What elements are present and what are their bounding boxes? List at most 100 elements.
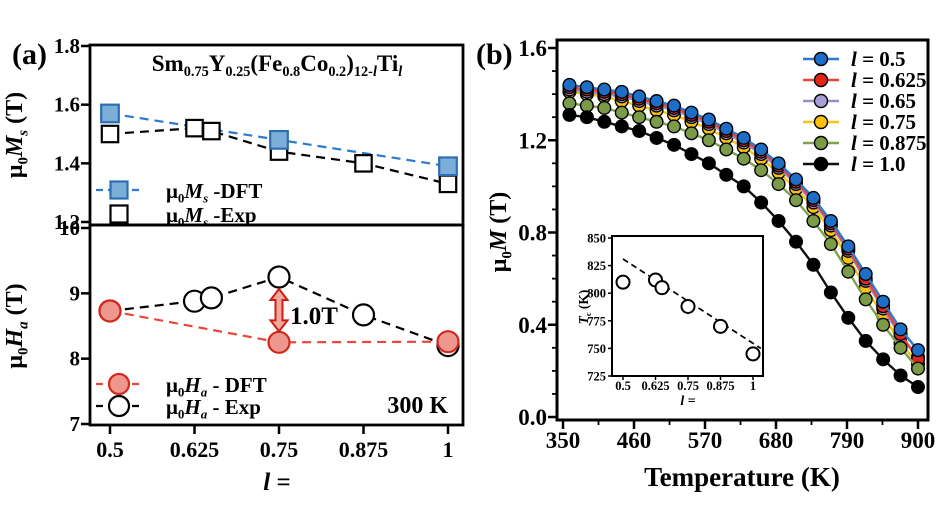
b-legend-item: l = 0.875 — [803, 131, 927, 155]
panel-b-x-axis-label: Temperature (K) — [644, 462, 840, 492]
x-tick-label: 680 — [759, 428, 794, 453]
b-legend-item: l = 0.75 — [803, 110, 916, 134]
inset-marker — [745, 346, 761, 362]
legend-marker — [813, 51, 829, 67]
b_main-marker — [597, 100, 612, 115]
gap-arrow — [268, 287, 290, 333]
b_main-marker — [736, 179, 751, 194]
b_main-marker — [841, 239, 856, 254]
y-tick-label: 1.2 — [518, 128, 547, 153]
b_main-marker — [771, 156, 786, 171]
panel-a-temperature-note: 300 K — [387, 393, 448, 419]
a-top-legend-item: μ0Ms -DFT — [96, 179, 262, 206]
b_main-marker — [667, 119, 682, 134]
b_main-marker — [893, 368, 908, 383]
y-tick-label: 9 — [70, 281, 81, 305]
legend-marker — [813, 114, 829, 130]
a-top-legend-item: μ0Ms -Exp — [109, 203, 257, 230]
b_main-marker — [579, 98, 594, 113]
a-top-marker — [185, 118, 204, 138]
a-bottom-marker — [351, 303, 376, 327]
a-bottom-legend-item: μ0Ha - DFT — [96, 372, 267, 400]
legend-label: l = 0.625 — [851, 68, 927, 92]
b_main-marker — [754, 163, 769, 178]
b_main-marker — [823, 213, 838, 228]
b-legend-item: l = 1.0 — [803, 152, 906, 176]
legend-marker — [107, 394, 131, 418]
y-tick-label: 750 — [587, 342, 606, 356]
y-tick-label: 725 — [587, 370, 606, 384]
inset-y-axis-label: Tc (K) — [576, 290, 593, 325]
y-tick-label: 0.8 — [518, 221, 547, 246]
b_main-marker — [876, 317, 891, 332]
panel-b-plot: 0.0 0.4 0.8 1.2 1.6 350 460 570 680 790 900 l = 0.5… — [518, 36, 935, 453]
b_main-marker — [841, 264, 856, 279]
a-bottom-line — [109, 275, 449, 347]
b_main-marker — [719, 121, 734, 136]
legend-marker — [813, 93, 829, 109]
legend-marker — [813, 72, 829, 88]
b_main-marker — [684, 105, 699, 120]
b_main-marker — [789, 234, 804, 249]
inset-marker — [680, 298, 696, 314]
b_main-marker — [858, 333, 873, 348]
b_main-marker — [911, 343, 926, 358]
panel-b-y-axis-label: μ0M (T) — [486, 192, 515, 272]
inset-marker — [615, 274, 631, 290]
panel-a-bottom-frame — [88, 223, 465, 427]
y-tick-label: 775 — [587, 314, 606, 328]
b_main-marker — [789, 172, 804, 187]
y-tick-label: 850 — [587, 232, 606, 246]
legend-marker — [813, 135, 829, 151]
b_main-marker — [823, 237, 838, 252]
legend-label: μ0Ha - DFT — [166, 373, 267, 400]
b_main-marker — [632, 89, 647, 104]
b_main-marker — [614, 105, 629, 120]
x-tick-label: 0.875 — [706, 379, 734, 393]
b_main-marker — [614, 119, 629, 134]
y-tick-label: 1.8 — [54, 34, 80, 58]
a-top-marker — [438, 156, 458, 177]
a-top-marker — [100, 124, 120, 144]
a-bottom-legend-item: μ0Ha - Exp — [96, 394, 261, 422]
panel-a-ha-axis-label: μ0Ha (T) — [2, 283, 31, 368]
x-tick-label: 0.625 — [641, 379, 669, 393]
b_main-marker — [649, 130, 664, 145]
b_main-marker — [701, 133, 716, 148]
x-tick-label: 460 — [617, 428, 652, 453]
a-bottom-marker — [267, 330, 291, 354]
b_main-marker — [876, 352, 891, 367]
b_main-marker — [597, 114, 612, 129]
b-legend-item: l = 0.65 — [803, 89, 916, 113]
a-top-marker — [100, 103, 120, 124]
y-tick-label: 800 — [587, 287, 606, 301]
b_main-marker — [876, 294, 891, 309]
legend-label: l = 0.875 — [851, 131, 927, 155]
y-tick-label: 1.4 — [54, 151, 81, 175]
b_main-marker — [562, 77, 577, 92]
a-top-marker — [202, 121, 221, 141]
b_main-marker — [667, 98, 682, 113]
inset-marker — [713, 318, 728, 334]
legend-marker — [107, 372, 131, 396]
b_main-marker — [911, 380, 926, 395]
b_main-marker — [789, 193, 804, 208]
b_main-marker — [911, 361, 926, 376]
b_main-marker — [562, 107, 577, 122]
b_main-marker — [893, 322, 908, 337]
b_main-marker — [579, 110, 594, 125]
y-tick-label: 7 — [70, 412, 81, 436]
b_main-marker — [701, 112, 716, 127]
x-tick-label: 0.5 — [96, 437, 124, 462]
a-top-marker — [269, 129, 289, 150]
b_main-marker — [684, 147, 699, 162]
b_main-marker — [701, 156, 716, 171]
b_main-marker — [597, 82, 612, 97]
a-bottom-marker — [199, 286, 223, 310]
b_main-marker — [858, 292, 873, 307]
b-legend-item: l = 0.5 — [803, 47, 906, 71]
